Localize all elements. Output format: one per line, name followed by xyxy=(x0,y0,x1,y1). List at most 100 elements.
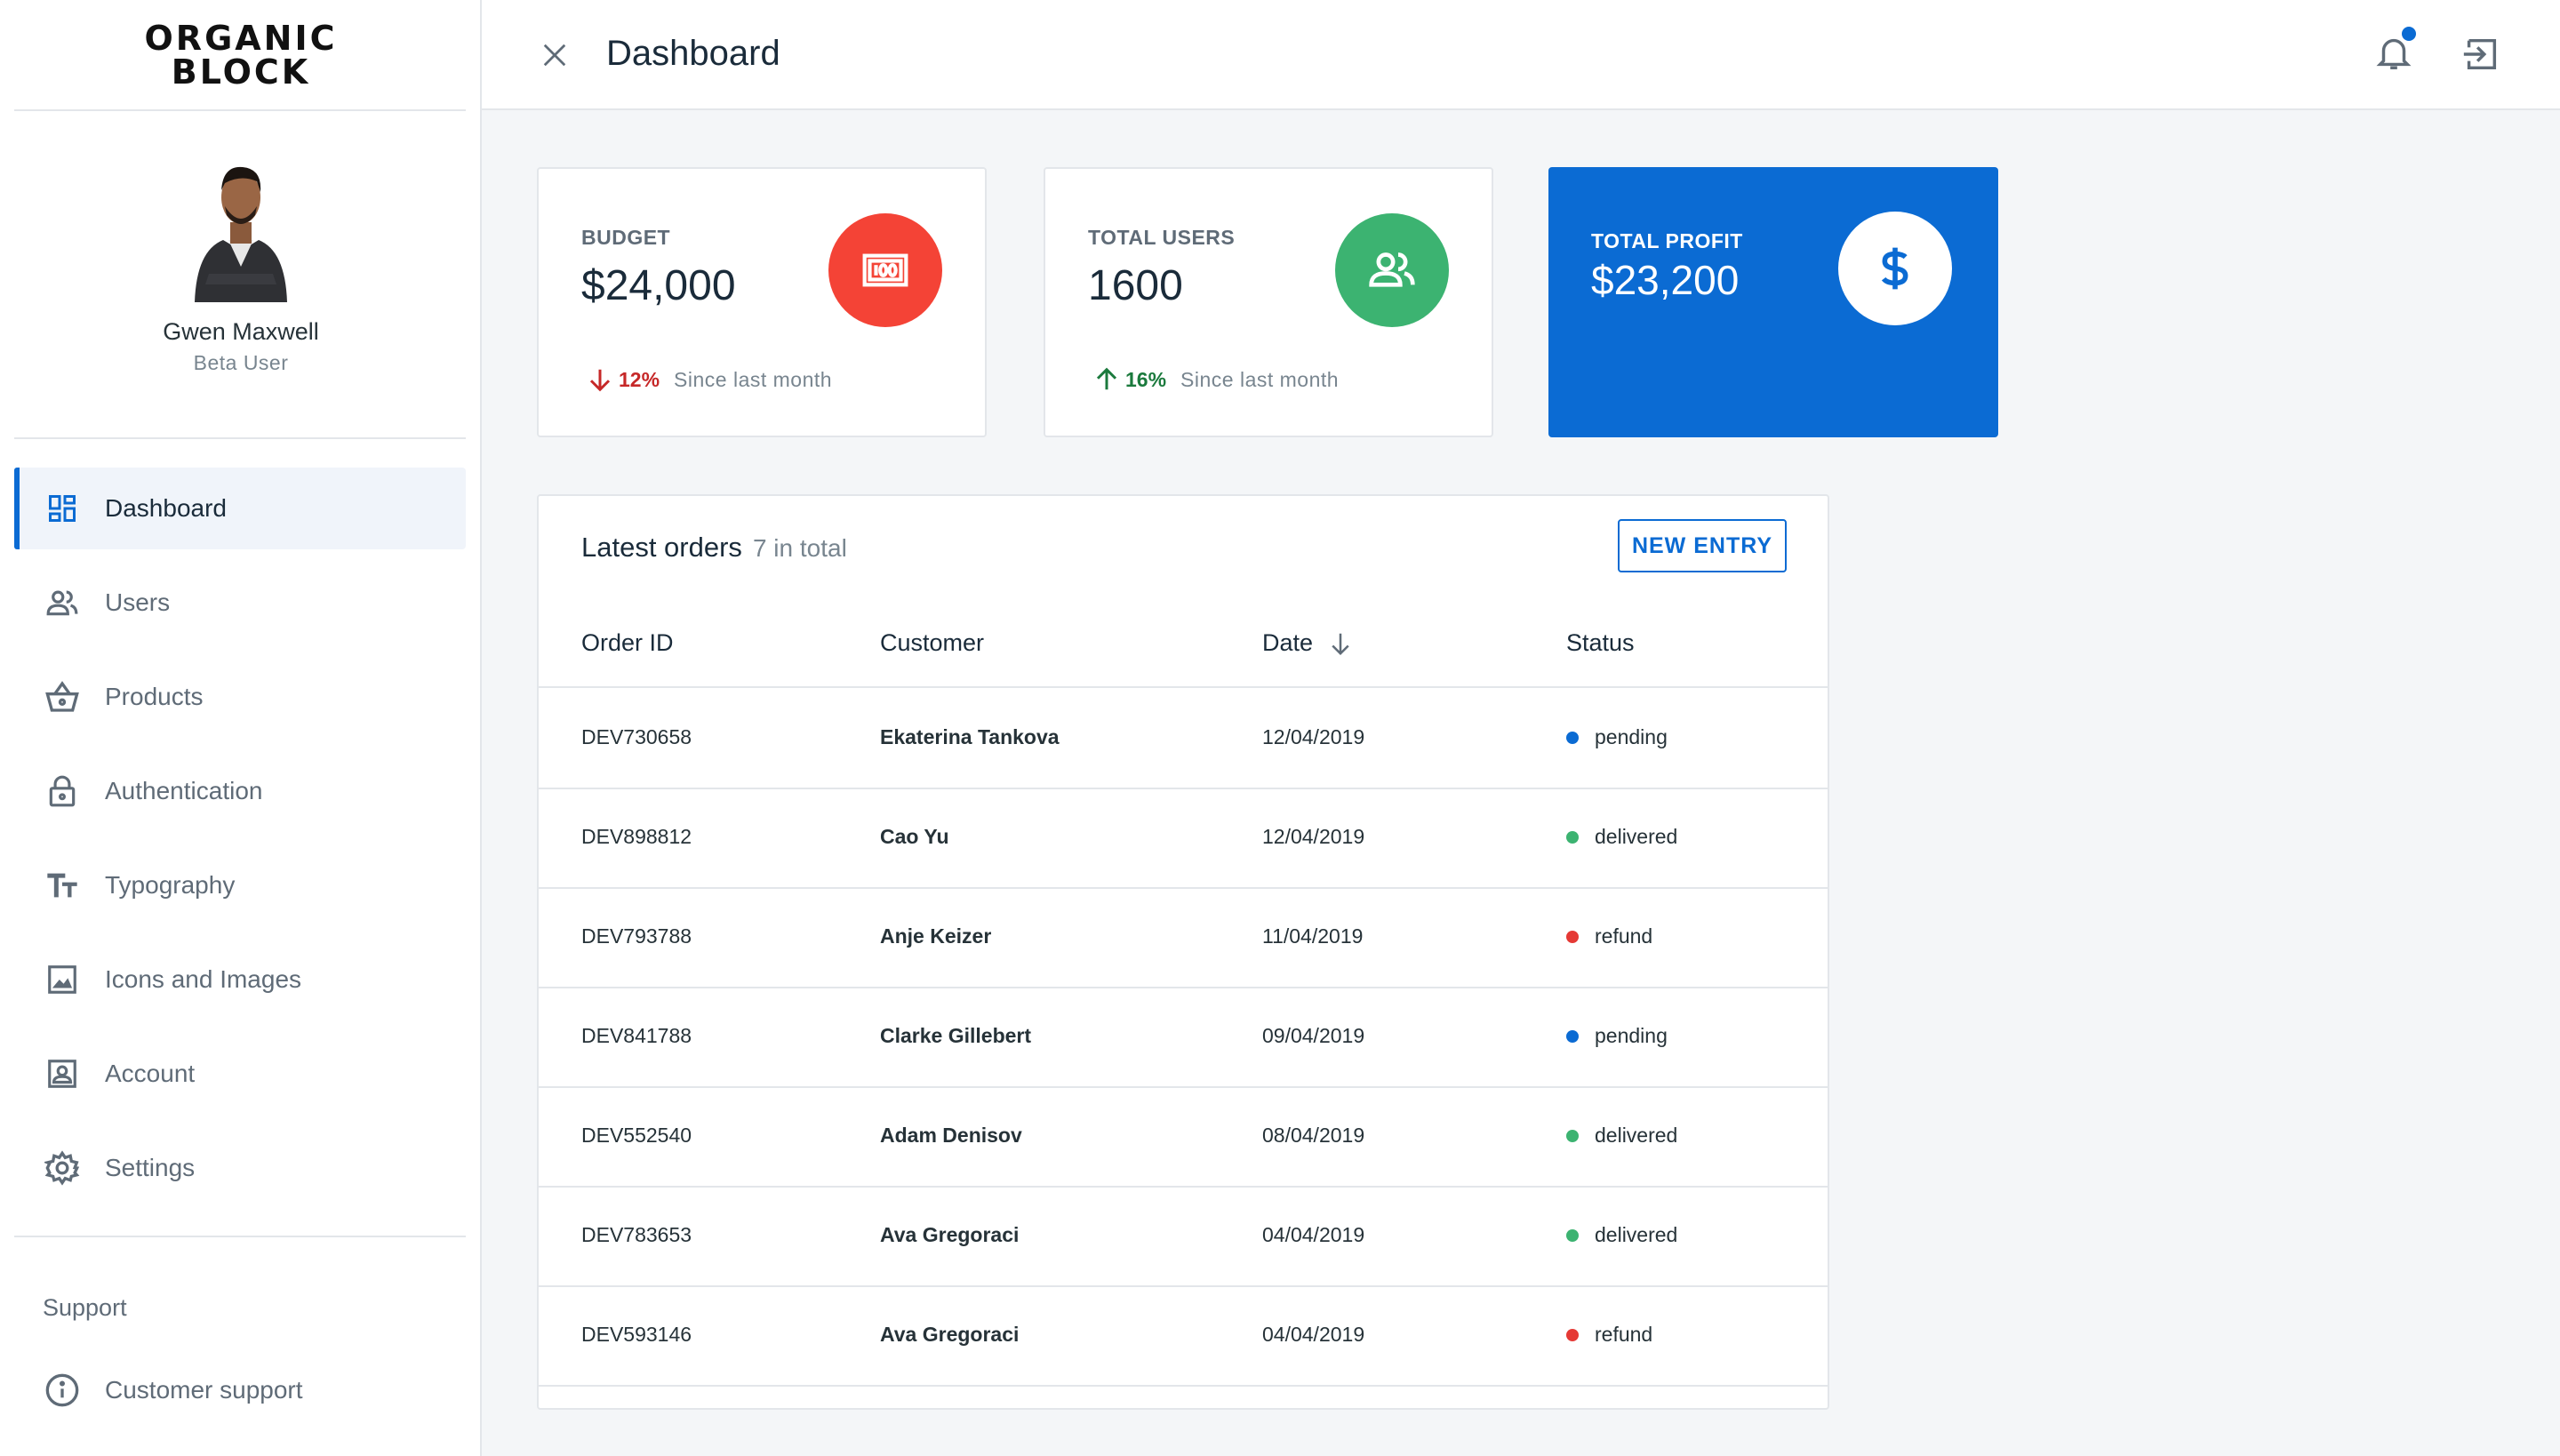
status-label: pending xyxy=(1595,725,1668,748)
order-customer: Cao Yu xyxy=(880,825,949,848)
order-status: delivered xyxy=(1566,1223,1677,1247)
column-date-label: Date xyxy=(1262,629,1314,656)
budget-label: BUDGET xyxy=(581,226,671,249)
sidebar-item-customer-support[interactable]: Customer support xyxy=(14,1349,466,1431)
orders-title: Latest orders xyxy=(581,532,742,563)
sidebar-item-label: Typography xyxy=(105,871,236,899)
divider xyxy=(14,437,466,439)
status-dot xyxy=(1566,830,1579,844)
arrow-down-icon xyxy=(589,369,611,392)
order-id: DEV898812 xyxy=(581,825,692,848)
table-row[interactable]: DEV783653 Ava Gregoraci 04/04/2019 delivere… xyxy=(539,1188,1828,1287)
table-row[interactable]: DEV841788 Clarke Gillebert 09/04/2019 pendi… xyxy=(539,988,1828,1088)
divider xyxy=(14,109,466,111)
order-id: DEV730658 xyxy=(581,725,692,748)
column-status[interactable]: Status xyxy=(1566,629,1635,656)
order-id: DEV793788 xyxy=(581,924,692,948)
order-customer: Ekaterina Tankova xyxy=(880,725,1060,748)
info-icon xyxy=(44,1372,80,1408)
order-id: DEV841788 xyxy=(581,1024,692,1047)
sidebar-item-typography[interactable]: Typography xyxy=(14,844,466,926)
order-id: DEV783653 xyxy=(581,1223,692,1246)
status-label: delivered xyxy=(1595,1124,1678,1147)
table-row[interactable]: DEV593146 Ava Gregoraci 04/04/2019 refund xyxy=(539,1287,1828,1387)
total-users-card: TOTAL USERS 1600 16% Since last month xyxy=(1044,167,1493,437)
brand-logo[interactable]: ORGANIC BLOCK xyxy=(0,0,482,110)
group-icon xyxy=(1335,213,1449,327)
sidebar-item-label: Users xyxy=(105,588,171,616)
close-icon[interactable] xyxy=(535,36,574,75)
total-users-label: TOTAL USERS xyxy=(1088,226,1236,249)
column-order-id[interactable]: Order ID xyxy=(581,629,674,656)
exit-icon[interactable] xyxy=(2460,34,2505,78)
text-icon xyxy=(44,868,80,903)
sidebar-item-account[interactable]: Account xyxy=(14,1033,466,1115)
sidebar-item-label: Settings xyxy=(105,1154,196,1181)
sidebar-item-label: Icons and Images xyxy=(105,965,302,993)
total-profit-card: TOTAL PROFIT $23,200 xyxy=(1548,167,1998,437)
budget-trend: 12% Since last month xyxy=(587,366,832,393)
sidebar-item-label: Products xyxy=(105,683,204,710)
status-label: delivered xyxy=(1595,1223,1678,1246)
latest-orders-card: Latest orders 7 in total NEW ENTRY Order … xyxy=(537,494,1829,1410)
column-customer[interactable]: Customer xyxy=(880,629,985,656)
table-header: Order ID Customer Date Status xyxy=(539,599,1828,688)
money-icon xyxy=(828,213,942,327)
orders-count: 7 in total xyxy=(752,534,847,562)
sidebar-item-dashboard[interactable]: Dashboard xyxy=(14,468,466,549)
profile-role: Beta User xyxy=(193,351,289,374)
budget-since: Since last month xyxy=(674,367,833,391)
sidebar-item-label: Account xyxy=(105,1060,196,1087)
dollar-icon xyxy=(1838,212,1952,325)
avatar[interactable] xyxy=(188,151,294,302)
table-row[interactable]: DEV898812 Cao Yu 12/04/2019 delivered xyxy=(539,789,1828,889)
order-status: pending xyxy=(1566,1024,1668,1048)
sidebar-item-icons-and-images[interactable]: Icons and Images xyxy=(14,939,466,1020)
sidebar-item-authentication[interactable]: Authentication xyxy=(14,750,466,832)
users-change: 16% xyxy=(1125,367,1167,391)
order-date: 11/04/2019 xyxy=(1262,924,1364,948)
account-icon xyxy=(44,1056,80,1092)
arrow-up-icon xyxy=(1096,367,1117,390)
sidebar-item-settings[interactable]: Settings xyxy=(14,1127,466,1209)
table-row[interactable]: DEV793788 Anje Keizer 11/04/2019 refund xyxy=(539,889,1828,988)
order-date: 04/04/2019 xyxy=(1262,1323,1365,1346)
status-dot xyxy=(1566,1029,1579,1043)
column-date[interactable]: Date xyxy=(1262,629,1354,657)
sidebar-item-label: Authentication xyxy=(105,777,263,804)
sidebar-item-products[interactable]: Products xyxy=(14,656,466,738)
table-row[interactable]: DEV552540 Adam Denisov 08/04/2019 delivered xyxy=(539,1088,1828,1188)
order-id: DEV593146 xyxy=(581,1323,692,1346)
status-dot xyxy=(1566,930,1579,943)
total-profit-value: $23,200 xyxy=(1591,257,1740,303)
order-customer: Ava Gregoraci xyxy=(880,1323,1020,1346)
sidebar-nav: Dashboard Users Products Authentication … xyxy=(14,468,466,1221)
status-label: pending xyxy=(1595,1024,1668,1047)
order-customer: Adam Denisov xyxy=(880,1124,1022,1147)
brand-line-1: ORGANIC xyxy=(144,19,338,58)
order-status: delivered xyxy=(1566,825,1677,849)
order-customer: Ava Gregoraci xyxy=(880,1223,1020,1246)
order-date: 08/04/2019 xyxy=(1262,1124,1365,1147)
order-status: refund xyxy=(1566,924,1652,948)
basket-icon xyxy=(44,679,80,715)
order-status: delivered xyxy=(1566,1124,1677,1148)
table-row[interactable]: DEV730658 Ekaterina Tankova 12/04/2019 pend… xyxy=(539,690,1828,789)
total-users-value: 1600 xyxy=(1088,262,1183,309)
sidebar-item-label: Customer support xyxy=(105,1376,303,1404)
new-entry-button[interactable]: NEW ENTRY xyxy=(1618,519,1787,572)
order-customer: Anje Keizer xyxy=(880,924,992,948)
sort-arrow-down-icon[interactable] xyxy=(1327,630,1354,657)
budget-value: $24,000 xyxy=(581,262,736,309)
users-since: Since last month xyxy=(1180,367,1340,391)
bell-icon[interactable] xyxy=(2373,27,2418,76)
notification-dot xyxy=(2402,27,2416,41)
budget-card: BUDGET $24,000 12% Since last month xyxy=(537,167,987,437)
gear-icon xyxy=(44,1150,80,1186)
users-trend: 16% Since last month xyxy=(1093,366,1339,393)
orders-heading: Latest orders 7 in total xyxy=(581,532,847,564)
page-title: Dashboard xyxy=(606,34,780,73)
divider xyxy=(14,1236,466,1237)
sidebar-item-users[interactable]: Users xyxy=(14,562,466,644)
order-date: 09/04/2019 xyxy=(1262,1024,1365,1047)
